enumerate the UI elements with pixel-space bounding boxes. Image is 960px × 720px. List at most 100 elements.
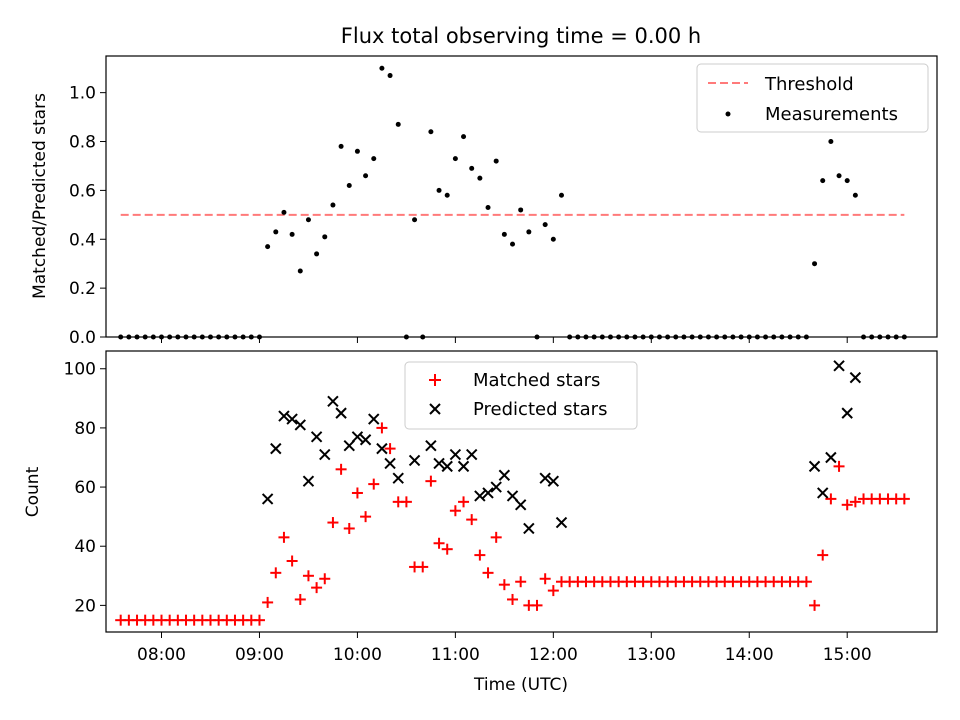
measurement-point bbox=[558, 192, 564, 198]
matched-legend-marker bbox=[429, 374, 441, 386]
predicted-star-point bbox=[286, 413, 298, 425]
count-y-tick-label: 100 bbox=[64, 360, 96, 380]
count-y-axis-label: Count bbox=[23, 466, 43, 517]
measurement-point bbox=[836, 173, 842, 179]
count-y-tick-label: 20 bbox=[74, 596, 96, 616]
predicted-star-point bbox=[825, 451, 837, 464]
matched-star-point bbox=[376, 422, 388, 434]
measurement-point bbox=[852, 192, 858, 198]
measurement-point bbox=[338, 143, 344, 149]
matched-star-point bbox=[498, 579, 510, 591]
matched-star-point bbox=[466, 514, 478, 526]
predicted-star-point bbox=[368, 413, 380, 425]
figure-title: Flux total observing time = 0.00 h bbox=[341, 24, 701, 48]
matched-star-point bbox=[294, 593, 306, 605]
measurement-point bbox=[510, 241, 516, 247]
count-y-tick-label: 40 bbox=[74, 537, 96, 557]
ratio-y-tick-label: 0.2 bbox=[69, 279, 96, 299]
matched-star-point bbox=[400, 496, 412, 508]
matched-star-point bbox=[253, 614, 265, 626]
predicted-star-point bbox=[833, 360, 845, 372]
predicted-star-point bbox=[817, 487, 829, 499]
count-y-tick-label: 80 bbox=[74, 419, 96, 439]
count-legend-frame bbox=[404, 361, 638, 430]
matched-star-point bbox=[384, 443, 396, 455]
measurement-point bbox=[412, 217, 418, 223]
matched-star-point bbox=[515, 576, 527, 588]
x-tick-label: 08:00 bbox=[137, 645, 186, 665]
measurement-point bbox=[461, 134, 467, 140]
predicted-star-point bbox=[433, 457, 445, 470]
predicted-star-point bbox=[808, 460, 821, 473]
matched-star-point bbox=[458, 496, 470, 508]
matched-star-point bbox=[441, 543, 453, 555]
ratio-y-tick-label: 0.0 bbox=[69, 328, 96, 348]
ratio-y-tick-label: 0.6 bbox=[69, 181, 96, 201]
measurement-point bbox=[518, 207, 524, 213]
count-panel: 20 40 60 80 100 08:00 09:00 10:00 11:00 12:00 13:… bbox=[23, 350, 938, 695]
count-y-tick-label: 60 bbox=[74, 478, 96, 498]
measurement-point bbox=[379, 65, 385, 71]
predicted-star-point bbox=[294, 419, 306, 431]
matched-star-point bbox=[833, 460, 845, 472]
predicted-star-point bbox=[392, 472, 404, 484]
matched-star-point bbox=[817, 549, 829, 561]
threshold-legend-label: Threshold bbox=[764, 74, 854, 95]
measurement-point bbox=[428, 129, 434, 135]
predicted-star-point bbox=[841, 407, 853, 419]
measurement-point bbox=[289, 231, 295, 237]
x-axis-label: Time (UTC) bbox=[473, 675, 568, 695]
count-marks bbox=[115, 360, 910, 626]
matched-star-point bbox=[825, 493, 837, 505]
matched-star-point bbox=[286, 555, 298, 567]
matched-star-point bbox=[319, 573, 331, 585]
x-tick-label: 15:00 bbox=[823, 645, 872, 665]
predicted-star-point bbox=[278, 410, 290, 422]
measurement-point bbox=[844, 178, 850, 184]
measurement-point bbox=[526, 229, 532, 235]
ratio-legend-frame bbox=[696, 63, 929, 133]
matched-star-point bbox=[547, 585, 559, 597]
matched-star-point bbox=[800, 576, 812, 588]
count-axes-frame bbox=[105, 350, 938, 633]
matched-star-point bbox=[311, 582, 323, 594]
predicted-star-point bbox=[490, 481, 502, 493]
measurement-point bbox=[395, 121, 401, 127]
matched-star-point bbox=[849, 496, 861, 508]
predicted-star-point bbox=[351, 431, 364, 443]
predicted-star-point bbox=[555, 516, 568, 529]
measurements-legend-marker bbox=[725, 111, 731, 117]
x-tick-label: 14:00 bbox=[725, 645, 774, 665]
measurement-point bbox=[354, 148, 360, 154]
measurement-point bbox=[371, 156, 377, 162]
matched-star-point bbox=[474, 549, 486, 561]
matched-star-point bbox=[343, 522, 355, 534]
predicted-star-point bbox=[408, 454, 421, 467]
matched-star-point bbox=[507, 593, 519, 605]
measurement-point bbox=[330, 202, 336, 208]
measurement-point bbox=[297, 268, 303, 274]
measurement-point bbox=[314, 251, 320, 257]
predicted-star-point bbox=[514, 499, 527, 511]
matched-star-point bbox=[262, 596, 274, 608]
matched-star-point bbox=[898, 493, 910, 505]
ratio-panel: 0.0 0.2 0.4 0.6 0.8 1.0 Matched/Predicted sta… bbox=[30, 55, 938, 348]
matched-star-point bbox=[809, 599, 821, 611]
measurement-point bbox=[346, 183, 352, 189]
predicted-star-point bbox=[359, 434, 372, 446]
predicted-star-point bbox=[523, 522, 535, 535]
predicted-star-point bbox=[474, 490, 486, 502]
matched-star-point bbox=[425, 475, 437, 487]
matched-star-point bbox=[841, 499, 853, 511]
predicted-star-point bbox=[425, 439, 437, 452]
measurement-point bbox=[820, 178, 826, 184]
matched-star-point bbox=[360, 511, 372, 523]
predicted-star-point bbox=[310, 431, 323, 443]
matched-star-point bbox=[449, 505, 461, 517]
predicted-star-point bbox=[849, 371, 862, 384]
matched-star-point bbox=[368, 478, 380, 490]
predicted-star-point bbox=[441, 460, 453, 473]
predicted-star-point bbox=[482, 487, 494, 499]
predicted-legend-label: Predicted stars bbox=[473, 399, 607, 420]
predicted-star-point bbox=[498, 469, 511, 481]
